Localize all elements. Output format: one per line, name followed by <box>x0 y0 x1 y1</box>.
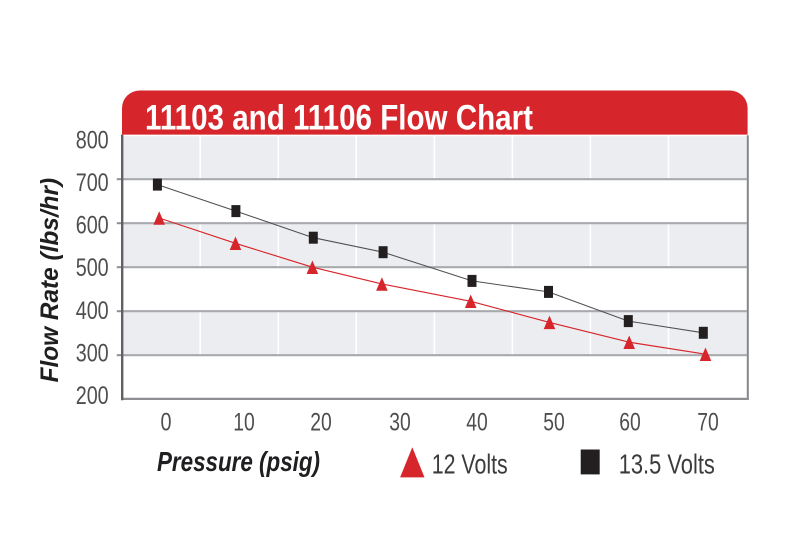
svg-text:400: 400 <box>76 297 109 325</box>
svg-text:500: 500 <box>76 254 109 282</box>
svg-text:800: 800 <box>76 126 109 154</box>
svg-text:700: 700 <box>76 169 109 197</box>
svg-text:30: 30 <box>389 409 411 437</box>
svg-text:60: 60 <box>619 409 641 437</box>
svg-text:10: 10 <box>233 409 255 437</box>
svg-text:50: 50 <box>543 409 565 437</box>
svg-text:0: 0 <box>161 409 172 437</box>
svg-text:70: 70 <box>697 409 719 437</box>
svg-text:20: 20 <box>310 409 332 437</box>
svg-text:12 Volts: 12 Volts <box>432 449 508 480</box>
svg-text:40: 40 <box>466 409 488 437</box>
svg-text:11103 and 11106 Flow Chart: 11103 and 11106 Flow Chart <box>145 97 533 137</box>
svg-text:Pressure (psig): Pressure (psig) <box>157 446 320 477</box>
svg-text:300: 300 <box>76 339 109 367</box>
svg-text:600: 600 <box>76 212 109 240</box>
svg-text:200: 200 <box>76 382 109 410</box>
svg-text:Flow Rate (lbs/hr): Flow Rate (lbs/hr) <box>36 178 64 383</box>
svg-text:13.5 Volts: 13.5 Volts <box>619 448 715 479</box>
